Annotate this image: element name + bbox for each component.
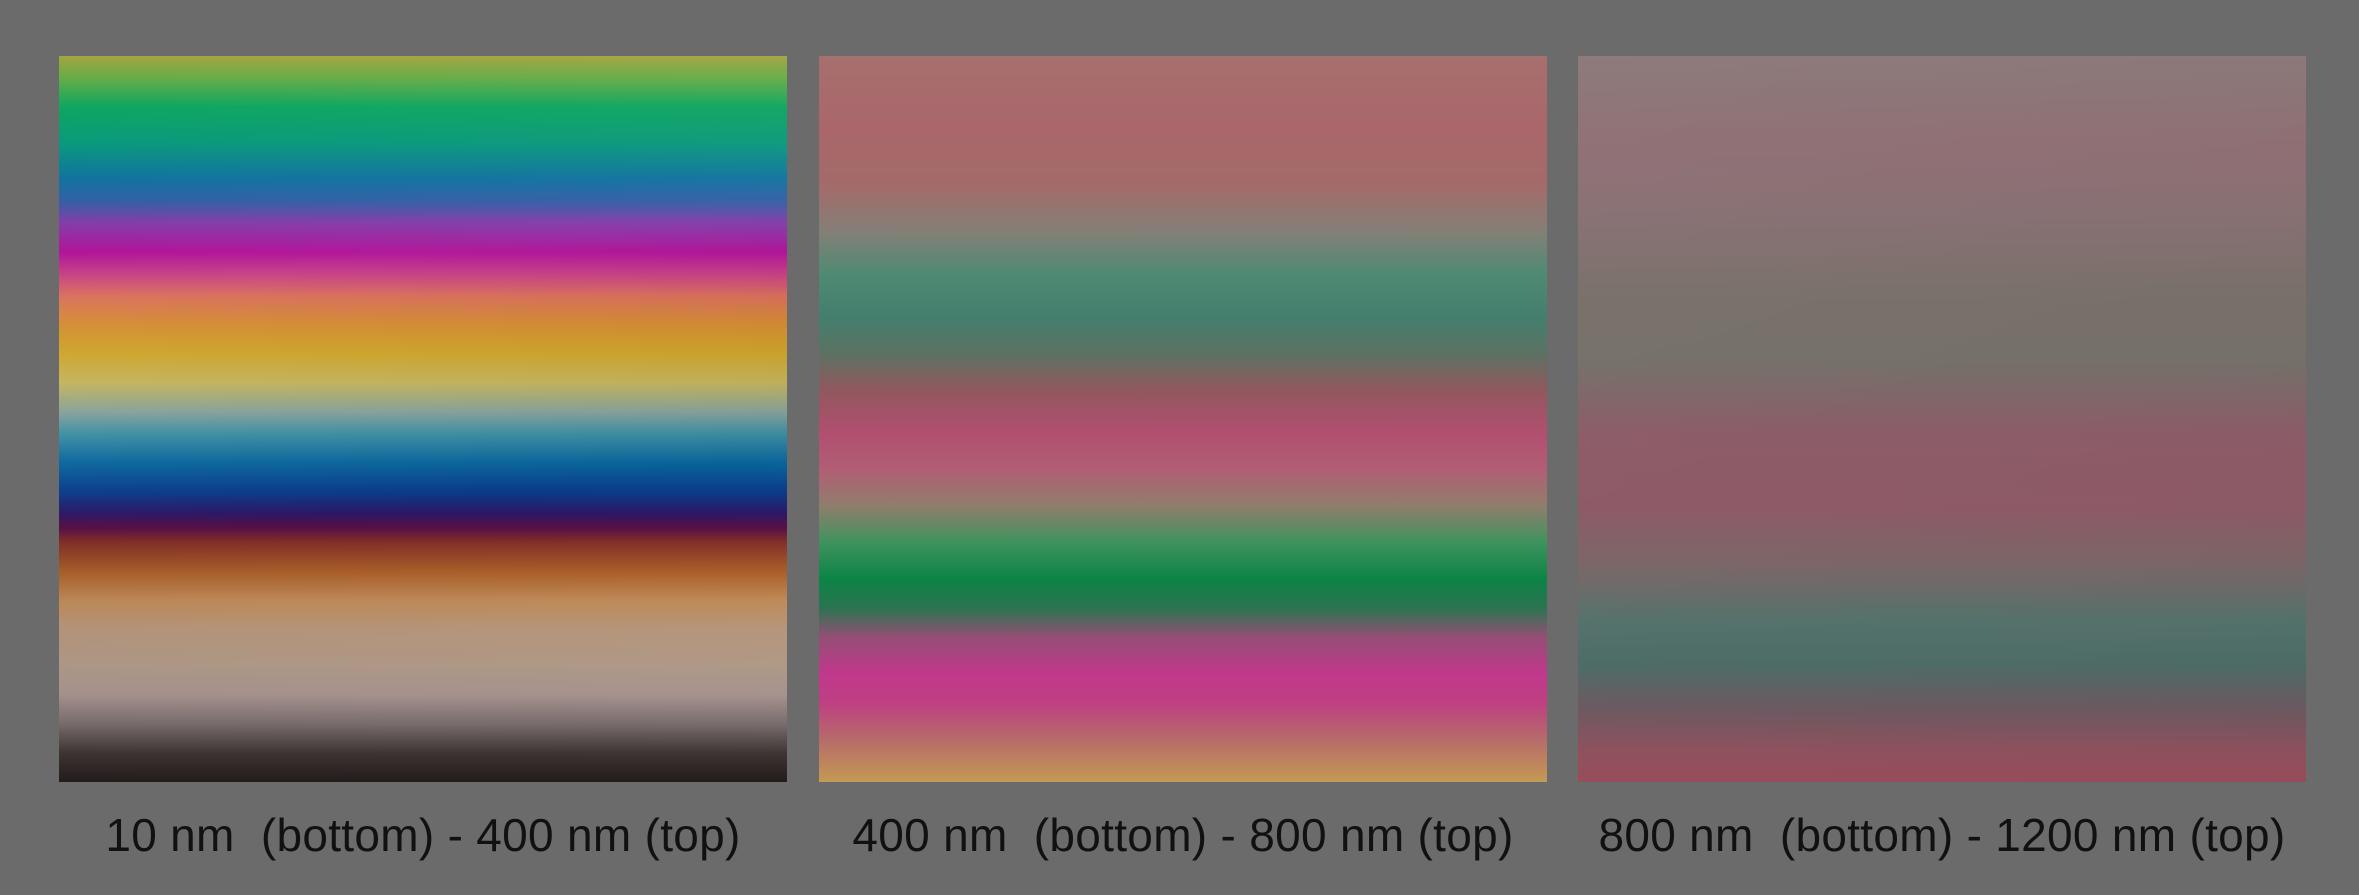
panel-800-1200nm: 800 nm (bottom) - 1200 nm (top) [1578,0,2306,895]
color-gradient-swatch [1578,56,2306,782]
color-gradient-swatch [59,56,787,782]
panel-400-800nm: 400 nm (bottom) - 800 nm (top) [819,0,1547,895]
panel-caption: 800 nm (bottom) - 1200 nm (top) [1598,809,2286,861]
panel-caption: 10 nm (bottom) - 400 nm (top) [105,809,741,861]
panel-caption: 400 nm (bottom) - 800 nm (top) [852,809,1514,861]
color-gradient-swatch [819,56,1547,782]
panel-10-400nm: 10 nm (bottom) - 400 nm (top) [59,0,787,895]
